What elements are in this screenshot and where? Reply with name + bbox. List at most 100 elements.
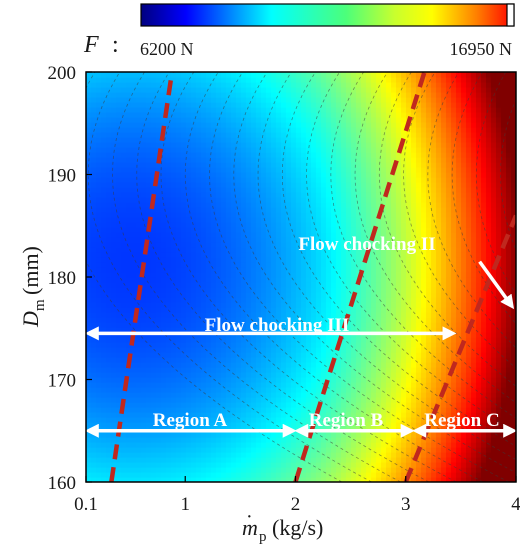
heatmap-cell — [286, 377, 292, 383]
heatmap-cell — [131, 82, 137, 88]
heatmap-cell — [171, 157, 177, 163]
heatmap-cell — [381, 397, 387, 403]
heatmap-cell — [346, 387, 352, 393]
heatmap-cell — [201, 387, 207, 393]
heatmap-cell — [136, 257, 142, 263]
heatmap-cell — [296, 412, 302, 418]
heatmap-cell — [281, 247, 287, 253]
heatmap-cell — [266, 312, 272, 318]
heatmap-cell — [186, 357, 192, 363]
heatmap-cell — [256, 242, 262, 248]
heatmap-cell — [216, 457, 222, 463]
heatmap-cell — [366, 212, 372, 218]
heatmap-cell — [176, 252, 182, 258]
heatmap-cell — [271, 92, 277, 98]
heatmap-cell — [241, 107, 247, 113]
heatmap-cell — [86, 462, 92, 468]
heatmap-cell — [271, 127, 277, 133]
heatmap-cell — [171, 177, 177, 183]
heatmap-cell — [106, 142, 112, 148]
heatmap-cell — [256, 397, 262, 403]
heatmap-cell — [106, 397, 112, 403]
heatmap-cell — [211, 292, 217, 298]
heatmap-cell — [311, 392, 317, 398]
heatmap-cell — [256, 102, 262, 108]
heatmap-cell — [291, 207, 297, 213]
heatmap-cell — [141, 382, 147, 388]
heatmap-cell — [111, 102, 117, 108]
heatmap-cell — [246, 127, 252, 133]
heatmap-cell — [291, 107, 297, 113]
heatmap-cell — [226, 192, 232, 198]
heatmap-cell — [381, 137, 387, 143]
heatmap-cell — [241, 102, 247, 108]
heatmap-cell — [101, 452, 107, 458]
heatmap-cell — [361, 432, 367, 438]
heatmap-cell — [381, 142, 387, 148]
heatmap-cell — [341, 252, 347, 258]
heatmap-cell — [261, 357, 267, 363]
heatmap-cell — [246, 387, 252, 393]
heatmap-cell — [371, 242, 377, 248]
heatmap-cell — [326, 112, 332, 118]
heatmap-cell — [381, 262, 387, 268]
heatmap-cell — [116, 217, 122, 223]
heatmap-cell — [316, 182, 322, 188]
heatmap-cell — [321, 252, 327, 258]
heatmap-cell — [256, 107, 262, 113]
heatmap-cell — [311, 287, 317, 293]
heatmap-cell — [176, 77, 182, 83]
heatmap-cell — [201, 232, 207, 238]
heatmap-cell — [166, 162, 172, 168]
heatmap-cell — [126, 447, 132, 453]
heatmap-cell — [96, 322, 102, 328]
heatmap-cell — [191, 197, 197, 203]
heatmap-cell — [191, 397, 197, 403]
heatmap-cell — [286, 287, 292, 293]
heatmap-cell — [156, 377, 162, 383]
heatmap-cell — [231, 292, 237, 298]
heatmap-cell — [126, 412, 132, 418]
heatmap-cell — [111, 422, 117, 428]
heatmap-cell — [191, 392, 197, 398]
heatmap-cell — [281, 132, 287, 138]
heatmap-cell — [261, 162, 267, 168]
heatmap-cell — [96, 402, 102, 408]
heatmap-cell — [141, 412, 147, 418]
heatmap-cell — [266, 157, 272, 163]
heatmap-cell — [291, 227, 297, 233]
heatmap-cell — [216, 142, 222, 148]
heatmap-cell — [381, 157, 387, 163]
heatmap-cell — [201, 192, 207, 198]
heatmap-cell — [141, 177, 147, 183]
heatmap-cell — [261, 292, 267, 298]
heatmap-cell — [176, 187, 182, 193]
heatmap-cell — [336, 192, 342, 198]
heatmap-cell — [101, 147, 107, 153]
heatmap-cell — [171, 357, 177, 363]
heatmap-cell — [211, 112, 217, 118]
heatmap-cell — [326, 302, 332, 308]
heatmap-cell — [156, 252, 162, 258]
heatmap-cell — [386, 127, 392, 133]
heatmap-cell — [371, 462, 377, 468]
heatmap-cell — [351, 72, 357, 78]
heatmap-cell — [306, 212, 312, 218]
heatmap-cell — [201, 82, 207, 88]
heatmap-cell — [291, 167, 297, 173]
heatmap-cell — [126, 322, 132, 328]
heatmap-cell — [301, 222, 307, 228]
heatmap-cell — [336, 322, 342, 328]
heatmap-cell — [96, 202, 102, 208]
heatmap-cell — [341, 227, 347, 233]
heatmap-cell — [351, 302, 357, 308]
heatmap-cell — [206, 277, 212, 283]
heatmap-cell — [171, 397, 177, 403]
heatmap-cell — [236, 392, 242, 398]
heatmap-cell — [336, 97, 342, 103]
heatmap-cell — [271, 87, 277, 93]
heatmap-cell — [326, 307, 332, 313]
heatmap-cell — [261, 227, 267, 233]
heatmap-cell — [356, 132, 362, 138]
heatmap-cell — [361, 192, 367, 198]
